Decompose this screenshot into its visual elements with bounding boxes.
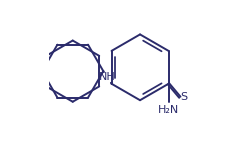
Text: NH: NH [99,73,115,82]
Text: H₂N: H₂N [157,106,178,116]
Text: S: S [180,92,187,102]
